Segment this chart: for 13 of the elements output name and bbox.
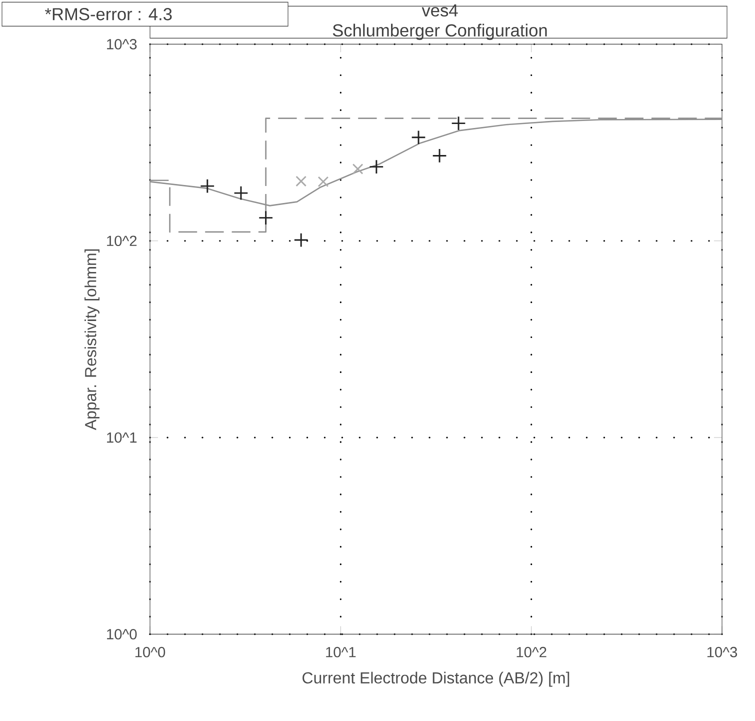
x-tick-label: 10^3 (707, 646, 738, 658)
x-axis-title: Current Electrode Distance (AB/2) [m] (302, 672, 570, 687)
chart-subtitle: Schlumberger Configuration (332, 24, 547, 40)
y-tick-label: 10^0 (107, 628, 137, 640)
y-axis-title: Appar. Resistivity [ohmm] (84, 249, 100, 430)
y-tick-label: 10^3 (107, 38, 137, 50)
y-tick-label: 10^2 (107, 236, 137, 246)
x-tick-label: 10^2 (516, 646, 546, 658)
text: *RMS-error : 4.3 (44, 8, 172, 20)
x-tick-label: 10^1 (326, 646, 356, 658)
x-tick-label: 10^0 (135, 646, 166, 658)
y-tick-label: 10^1 (107, 432, 137, 443)
chart-title: ves4 (422, 4, 458, 16)
